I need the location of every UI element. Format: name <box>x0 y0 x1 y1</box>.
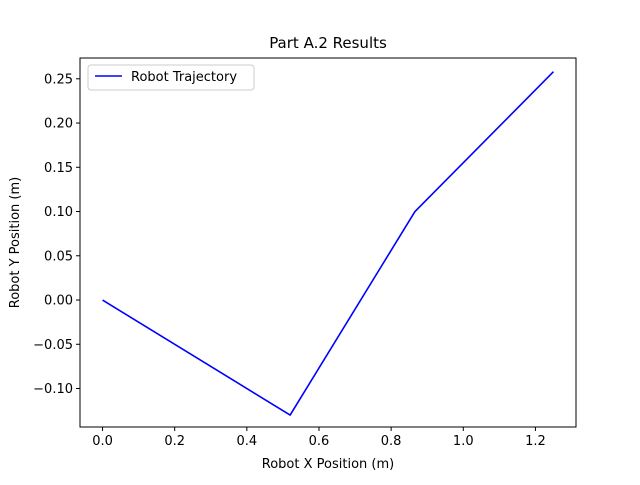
x-axis-title: Robot X Position (m) <box>262 457 394 472</box>
y-tick-label: 0.00 <box>44 294 73 309</box>
legend-box <box>87 64 255 91</box>
series-line-0 <box>102 71 555 416</box>
y-tick-label: 0.20 <box>44 117 73 132</box>
y-tick-label: 0.15 <box>44 161 73 176</box>
x-tick-label: 1.2 <box>525 434 546 449</box>
chart-title: Part A.2 Results <box>269 34 387 52</box>
axes-frame <box>79 57 577 428</box>
x-tick-label: 0.4 <box>236 434 257 449</box>
x-tick-label: 0.6 <box>309 434 330 449</box>
y-tick-label: −0.10 <box>33 382 73 397</box>
series-layer <box>102 71 555 416</box>
plot-area <box>80 58 576 427</box>
x-tick-label: 0.0 <box>92 434 113 449</box>
legend: Robot Trajectory <box>87 64 255 91</box>
y-tick-label: 0.05 <box>44 249 73 264</box>
y-tick-label: −0.05 <box>33 338 73 353</box>
y-axis-ticks: −0.10 −0.05 0.00 0.05 0.10 0.15 0.20 0.25 <box>33 72 80 397</box>
x-tick-label: 0.2 <box>164 434 185 449</box>
x-axis-ticks: 0.0 0.2 0.4 0.6 0.8 1.0 1.2 <box>92 427 546 449</box>
x-tick-label: 0.8 <box>381 434 402 449</box>
y-tick-label: 0.25 <box>44 72 73 87</box>
y-tick-label: 0.10 <box>44 205 73 220</box>
legend-label-robot-trajectory: Robot Trajectory <box>131 70 237 85</box>
x-tick-label: 1.0 <box>453 434 474 449</box>
y-axis-title: Robot Y Position (m) <box>8 177 23 308</box>
